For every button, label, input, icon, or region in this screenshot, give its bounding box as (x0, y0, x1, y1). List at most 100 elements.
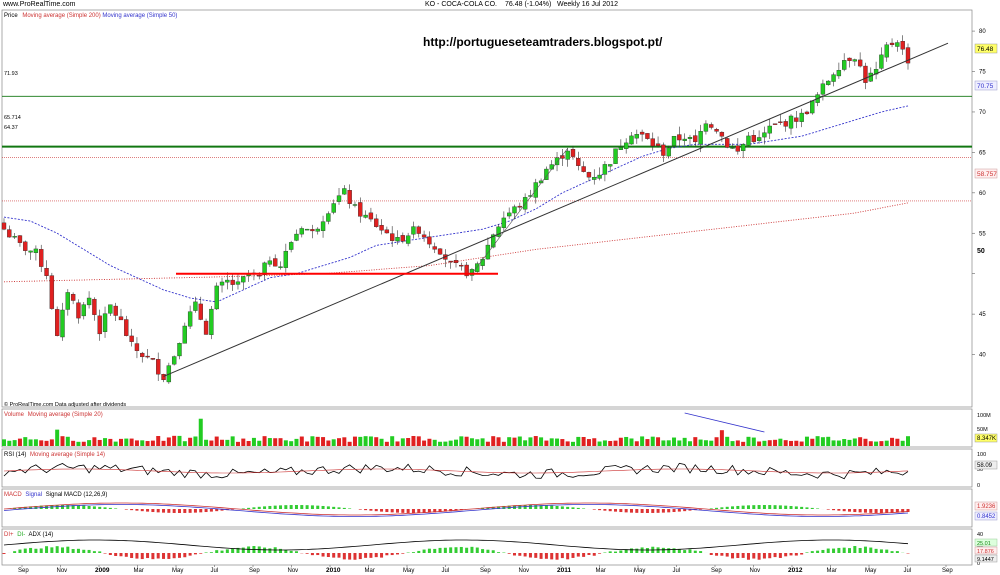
x-month-label: Sep (711, 568, 722, 574)
ma200-badge: 58.757 (977, 171, 997, 178)
candle-body (826, 80, 831, 85)
volume-bar (842, 439, 847, 446)
volume-bar (773, 439, 778, 446)
candle-body (788, 115, 794, 129)
dmi-panel-frame (1, 528, 973, 566)
volume-bar (33, 439, 38, 446)
macd-histogram-bar (183, 509, 187, 513)
volume-bar (501, 441, 506, 446)
volume-bar (826, 436, 831, 446)
macd-histogram-bar (247, 507, 251, 509)
volume-bar (725, 436, 730, 446)
dmi-histogram-bar (172, 553, 176, 559)
macd-histogram-bar (76, 505, 80, 509)
watermark-url: http://portugueseteamtraders.blogspot.pt… (423, 35, 663, 49)
macd-histogram-bar (29, 506, 33, 509)
volume-bar (640, 436, 645, 446)
volume-badge: 8.347K (977, 436, 996, 442)
volume-bar (778, 438, 783, 446)
macd-histogram-bar (810, 507, 814, 509)
candle-body (496, 226, 501, 237)
macd-histogram-bar (390, 509, 394, 513)
dmi-histogram-bar (449, 547, 453, 553)
dmi-histogram-bar (140, 553, 144, 560)
macd-histogram-bar (826, 509, 830, 510)
candle-body (464, 264, 469, 277)
candle-body (44, 268, 49, 276)
period-label: Weekly 16 Jul 2012 (557, 1, 618, 8)
macd-histogram-bar (571, 507, 575, 509)
macd-histogram-bar (874, 509, 878, 513)
symbol-label: KO - COCA-COLA CO. (425, 1, 497, 8)
dmi-histogram-bar (204, 552, 208, 553)
candle-body (645, 133, 650, 139)
axis-labels: 40 45 55 60 65 70 75 80 Sep Nov 2009 Mar May Jul Sep No… (18, 29, 986, 574)
dmi-histogram-bar (874, 548, 878, 553)
rsi-tick-100: 100 (977, 452, 986, 458)
volume-bar (7, 440, 12, 446)
x-month-label: Nov (288, 568, 299, 574)
brand-label: www.ProRealTime.com (3, 1, 76, 8)
volume-bar (134, 440, 139, 446)
candle-body (772, 123, 778, 125)
volume-bar (299, 436, 304, 446)
volume-bar (454, 439, 458, 446)
rsi-tick-0: 0 (977, 483, 980, 489)
macd-histogram-bar (672, 509, 676, 513)
dmi-histogram-bar (715, 553, 719, 556)
candle-body (655, 143, 661, 146)
candle-body (241, 276, 246, 283)
candle-body (310, 229, 315, 232)
candle-body (677, 134, 682, 141)
macd-histogram-bar (651, 509, 655, 513)
dmi-histogram-bar (832, 548, 836, 553)
macd-histogram-bar (193, 509, 197, 513)
dmi-histogram-bar (762, 553, 766, 559)
macd-histogram-bar (773, 505, 777, 509)
dmi-histogram-bar (146, 553, 150, 559)
volume-bar (581, 436, 586, 446)
macd-histogram-bar (263, 506, 267, 509)
dmi-histogram-bar (582, 553, 586, 557)
dmi-histogram-bar (247, 546, 251, 553)
dmi-histogram-bar (76, 548, 80, 553)
dmi-histogram-bar (220, 550, 224, 553)
dmi-histogram-bar (236, 547, 240, 553)
macd-histogram-bar (629, 509, 633, 513)
macd-histogram-bar (167, 509, 171, 513)
volume-bar (390, 436, 395, 446)
dmi-histogram-bar (390, 553, 394, 556)
candle-body (70, 294, 76, 301)
candle-body (374, 218, 379, 227)
macd-histogram-bar (619, 509, 623, 513)
candle-body (97, 315, 102, 335)
volume-bar (847, 439, 852, 446)
dmi-histogram-bar (284, 549, 288, 553)
candle-body (895, 42, 900, 47)
volume-bar (789, 440, 794, 446)
volume-bar (480, 438, 485, 446)
dmi-histogram-bar (598, 553, 602, 554)
macd-histogram-bar (231, 509, 235, 510)
volume-badge-box (974, 433, 998, 443)
volume-bar (230, 436, 235, 446)
candle-body (315, 228, 320, 232)
x-month-label: Nov (519, 568, 530, 574)
macd-signal-badge-box (974, 511, 998, 521)
candle-body (257, 274, 262, 277)
price-chart[interactable]: 40 45 55 60 65 70 75 80 Sep Nov 2009 Mar May Jul Sep No… (0, 9, 1000, 575)
candle-body (81, 304, 86, 317)
volume-bar (469, 438, 474, 446)
dmi-histogram-bar (459, 546, 463, 553)
dmi-histogram-bar (518, 553, 522, 556)
volume-bar (326, 440, 331, 446)
candle-body (671, 135, 677, 146)
macd-histogram-bar (667, 509, 671, 513)
x-month-label: May (172, 568, 183, 574)
dmi-histogram-bar (848, 548, 852, 553)
rsi-ma-line (3, 468, 909, 474)
volume-bar (124, 438, 129, 446)
macd-histogram-bar (454, 509, 458, 511)
volume-bar (438, 441, 443, 446)
macd-histogram-bar (401, 509, 405, 513)
